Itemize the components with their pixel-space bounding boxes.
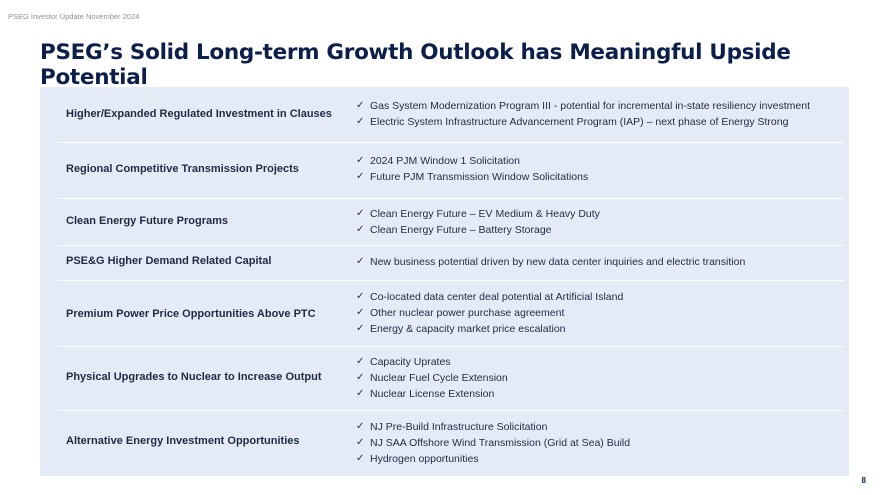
- list-item: ✓ 2024 PJM Window 1 Solicitation: [356, 155, 520, 167]
- category-label: Physical Upgrades to Nuclear to Increase…: [66, 371, 322, 383]
- page-title: PSEG’s Solid Long-term Growth Outlook ha…: [40, 40, 791, 90]
- check-icon: ✓: [356, 453, 365, 464]
- check-icon: ✓: [356, 323, 365, 334]
- category-label: Premium Power Price Opportunities Above …: [66, 308, 316, 320]
- list-item: ✓ Future PJM Transmission Window Solicita…: [356, 171, 589, 183]
- check-icon: ✓: [356, 437, 365, 448]
- check-icon: ✓: [356, 256, 365, 267]
- category-label: Higher/Expanded Regulated Investment in …: [66, 108, 332, 120]
- check-icon: ✓: [356, 155, 365, 166]
- header-note: PSEG Investor Update November 2024: [8, 12, 140, 21]
- row-regulated-investment: Higher/Expanded Regulated Investment in …: [58, 87, 844, 143]
- check-icon: ✓: [356, 421, 365, 432]
- check-icon: ✓: [356, 208, 365, 219]
- row-nuclear-upgrades: Physical Upgrades to Nuclear to Increase…: [58, 346, 844, 411]
- list-item: ✓ Gas System Modernization Program III - …: [356, 100, 811, 112]
- list-item: ✓ NJ Pre-Build Infrastructure Solicitatio…: [356, 421, 548, 433]
- list-item: ✓ Clean Energy Future – Battery Storage: [356, 224, 552, 236]
- check-icon: ✓: [356, 356, 365, 367]
- list-item: ✓ Clean Energy Future – EV Medium & Heavy…: [356, 208, 600, 220]
- check-icon: ✓: [356, 224, 365, 235]
- check-icon: ✓: [356, 372, 365, 383]
- check-icon: ✓: [356, 291, 365, 302]
- category-label: PSE&G Higher Demand Related Capital: [66, 255, 272, 267]
- list-item: ✓ Co-located data center deal potential a…: [356, 291, 624, 303]
- list-item: ✓ Electric System Infrastructure Advancem…: [356, 116, 789, 128]
- list-item: ✓ NJ SAA Offshore Wind Transmission (Grid…: [356, 437, 631, 449]
- row-alternative-energy: Alternative Energy Investment Opportunit…: [58, 410, 844, 476]
- check-icon: ✓: [356, 171, 365, 182]
- row-clean-energy: Clean Energy Future Programs ✓ Clean Ener…: [58, 198, 844, 246]
- check-icon: ✓: [356, 388, 365, 399]
- opportunities-panel: Higher/Expanded Regulated Investment in …: [40, 87, 849, 476]
- row-premium-power: Premium Power Price Opportunities Above …: [58, 280, 844, 347]
- list-item: ✓ Hydrogen opportunities: [356, 453, 479, 465]
- category-label: Clean Energy Future Programs: [66, 215, 228, 227]
- row-demand-capital: PSE&G Higher Demand Related Capital ✓ New…: [58, 245, 844, 281]
- check-icon: ✓: [356, 116, 365, 127]
- list-item: ✓ Nuclear License Extension: [356, 388, 495, 400]
- check-icon: ✓: [356, 100, 365, 111]
- list-item: ✓ Capacity Uprates: [356, 356, 451, 368]
- row-transmission-projects: Regional Competitive Transmission Projec…: [58, 142, 844, 199]
- list-item: ✓ New business potential driven by new da…: [356, 256, 746, 268]
- category-label: Alternative Energy Investment Opportunit…: [66, 435, 300, 447]
- list-item: ✓ Other nuclear power purchase agreement: [356, 307, 565, 319]
- list-item: ✓ Energy & capacity market price escalati…: [356, 323, 566, 335]
- list-item: ✓ Nuclear Fuel Cycle Extension: [356, 372, 508, 384]
- check-icon: ✓: [356, 307, 365, 318]
- page-number: 8: [861, 476, 866, 485]
- category-label: Regional Competitive Transmission Projec…: [66, 163, 299, 175]
